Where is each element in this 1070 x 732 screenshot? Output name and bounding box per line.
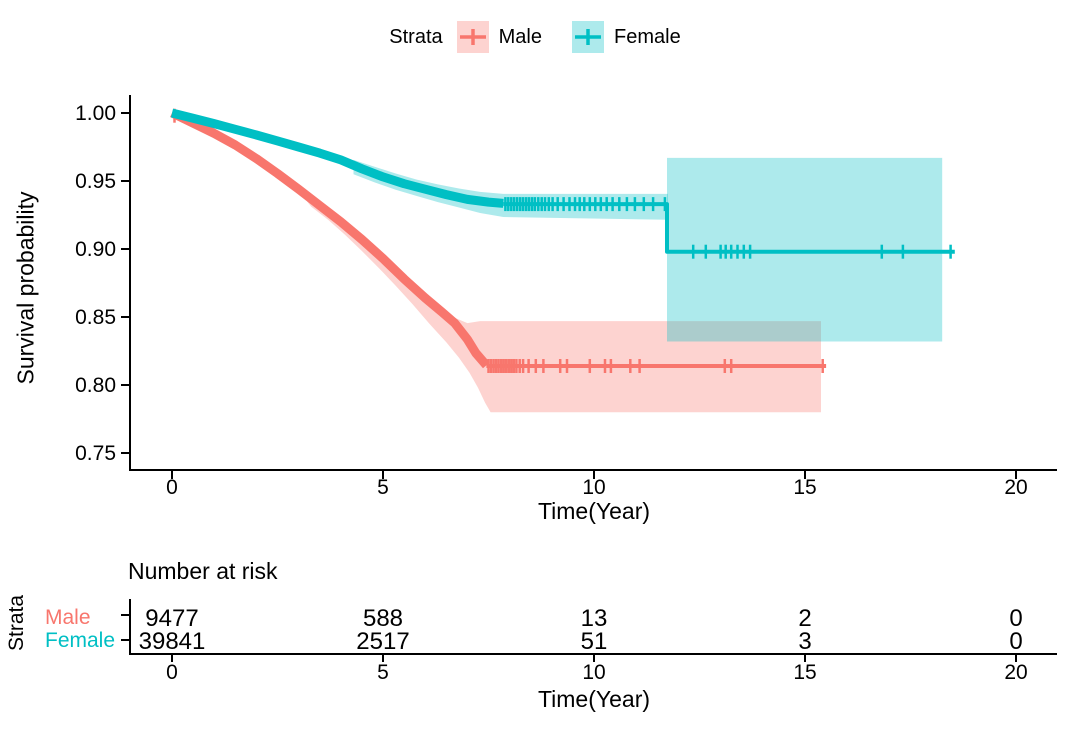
x-tick-label: 0: [166, 476, 178, 499]
risk-value: 0: [1009, 628, 1022, 655]
y-tick-label: 0.75: [75, 442, 116, 465]
risk-value: 39841: [139, 628, 206, 655]
y-tick-label: 0.80: [75, 374, 116, 397]
risk-table-strata-axis-title: Strata: [5, 594, 28, 652]
legend-key-swatch-female: [572, 21, 604, 53]
x-tick-label: 10: [582, 476, 605, 499]
risk-value: 51: [581, 628, 608, 655]
y-tick-label: 0.95: [75, 170, 116, 193]
risk-table-x-axis-title: Time(Year): [537, 686, 651, 712]
risk-value: 588: [363, 605, 403, 632]
risk-value: 2517: [356, 628, 409, 655]
x-axis-title: Time(Year): [537, 498, 651, 524]
risk-value: 9477: [145, 605, 198, 632]
x-tick-label: 15: [793, 476, 816, 499]
plus-censor-icon: [575, 29, 601, 45]
x-tick-label: 20: [1004, 476, 1027, 499]
plus-censor-icon: [459, 29, 486, 45]
y-tick-label: 1.00: [75, 102, 116, 125]
risk-value: 2: [798, 605, 811, 632]
risk-value: 0: [1009, 605, 1022, 632]
risk-x-tick-label: 15: [793, 661, 816, 684]
risk-x-tick-label: 10: [582, 661, 605, 684]
risk-value: 13: [581, 605, 608, 632]
y-tick-label: 0.90: [75, 238, 116, 261]
risk-table-title: Number at risk: [128, 558, 278, 584]
male-survival-curve: [170, 108, 490, 369]
legend-label-male: Male: [498, 25, 542, 48]
male-ci-band: [307, 194, 821, 413]
x-tick-label: 5: [377, 476, 389, 499]
legend-label-female: Female: [614, 25, 681, 48]
y-axis-title: Survival probability: [12, 191, 39, 385]
y-tick-label: 0.85: [75, 306, 116, 329]
risk-x-tick-label: 0: [166, 661, 178, 684]
legend-item-female: Female: [572, 21, 681, 53]
risk-value: 3: [798, 628, 811, 655]
legend: Strata Male Female: [0, 21, 1070, 53]
risk-x-tick-label: 5: [377, 661, 389, 684]
legend-key-swatch-male: [456, 21, 489, 53]
risk-row-label-female: Female: [45, 629, 115, 652]
female-survival-curve: [170, 108, 504, 208]
risk-row-label-male: Male: [45, 606, 91, 629]
risk-x-tick-label: 20: [1004, 661, 1027, 684]
legend-item-male: Male: [456, 21, 542, 53]
legend-title: Strata: [389, 25, 443, 48]
